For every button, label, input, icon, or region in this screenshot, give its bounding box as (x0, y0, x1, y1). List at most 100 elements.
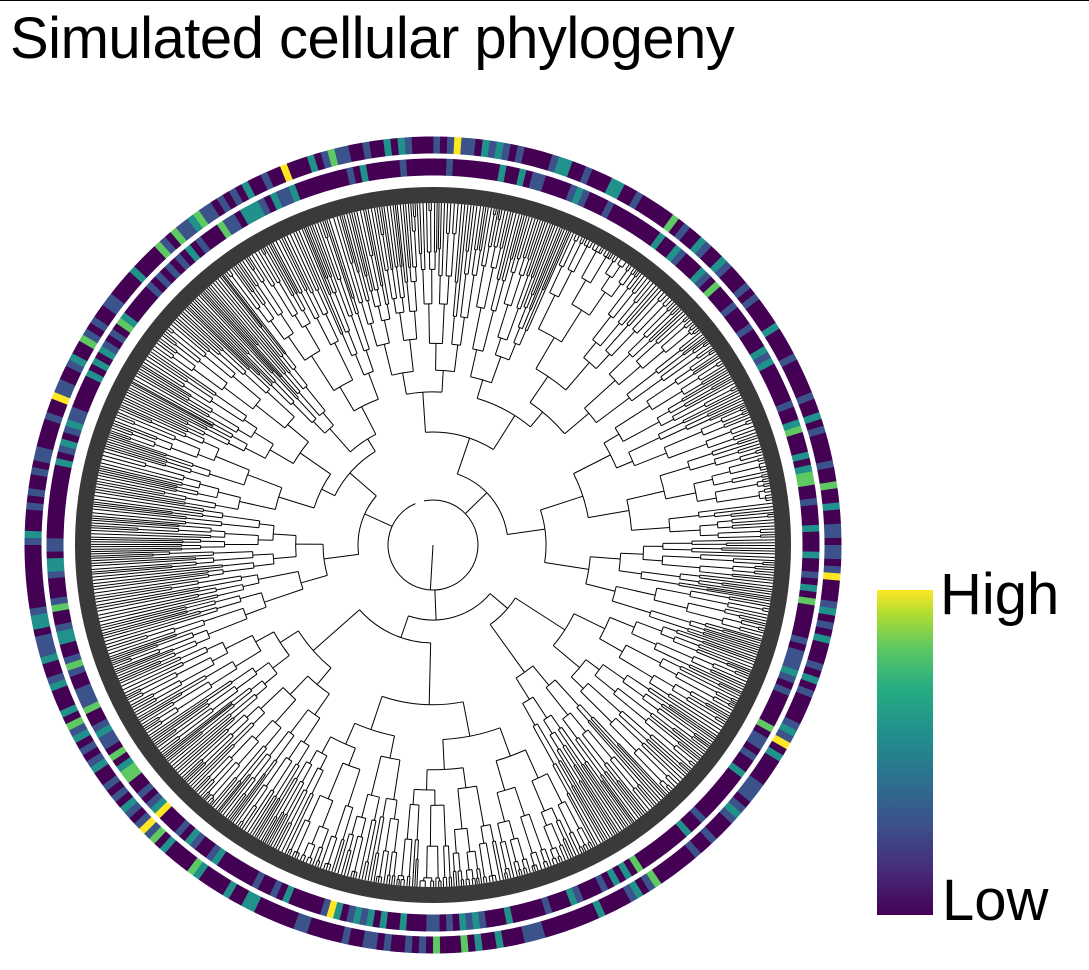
branch-line (696, 336, 705, 344)
branch-line (759, 624, 766, 627)
branch-line (174, 438, 201, 450)
branch-line (289, 372, 304, 390)
branch-line (478, 877, 480, 884)
branch-line (700, 554, 734, 557)
branch-line (93, 571, 193, 585)
branch-arc (229, 713, 232, 717)
ring-segment (75, 734, 94, 750)
branch-line (562, 839, 570, 853)
branch-line (319, 221, 323, 228)
branch-line (732, 390, 739, 394)
branch-line (160, 479, 182, 486)
branch-line (225, 634, 253, 650)
branch-line (670, 782, 676, 788)
ring-segment (534, 150, 546, 169)
branch-line (170, 447, 197, 458)
branch-line (612, 600, 651, 614)
branch-line (148, 631, 176, 642)
branch-line (664, 297, 670, 303)
branch-arc (637, 783, 640, 787)
branch-line (343, 214, 356, 256)
branch-arc (230, 434, 234, 438)
branch-line (668, 515, 699, 520)
branch-line (138, 478, 177, 489)
branch-line (756, 480, 763, 483)
ring-segment (186, 857, 203, 876)
ring-segment (44, 665, 63, 678)
branch-line (151, 566, 173, 570)
branch-line (731, 515, 768, 521)
branch-line (570, 851, 574, 858)
branch-line (724, 612, 740, 617)
branch-line (164, 492, 187, 498)
branch-line (481, 245, 486, 266)
branch-line (554, 679, 580, 707)
branch-line (494, 841, 503, 874)
branch-line (754, 570, 768, 573)
ring-segment (59, 640, 78, 652)
branch-line (573, 454, 611, 475)
branch-arc (614, 427, 624, 442)
ring-segment (189, 240, 206, 258)
branch-arc (153, 442, 156, 447)
branch-arc (203, 432, 206, 436)
branch-line (641, 744, 668, 770)
branch-arc (232, 661, 238, 669)
branch-arc (656, 417, 662, 426)
branch-line (292, 255, 312, 294)
branch-line (738, 549, 775, 552)
branch-line (455, 282, 461, 317)
branch-arc (518, 326, 523, 330)
branch-arc (737, 441, 739, 445)
branch-line (91, 548, 149, 550)
ring-segment (724, 307, 742, 323)
branch-line (644, 721, 676, 748)
branch-line (525, 858, 530, 868)
branch-line (141, 719, 149, 725)
branch-line (741, 619, 760, 626)
branch-arc (288, 371, 291, 374)
branch-line (689, 323, 695, 329)
ring-segment (392, 159, 402, 178)
branch-line (703, 743, 709, 749)
branch-line (351, 815, 358, 835)
branch-line (731, 513, 758, 517)
branch-arc (304, 350, 321, 361)
branch-line (377, 876, 380, 883)
ring-segment (583, 191, 597, 211)
ring-segment (818, 474, 837, 485)
ring-segment (88, 712, 107, 727)
branch-arc (556, 748, 561, 751)
ring-segment (822, 502, 840, 512)
branch-line (113, 664, 120, 668)
branch-arc (686, 696, 689, 701)
branch-line (268, 839, 273, 846)
branch-arc (197, 359, 201, 363)
ring-segment (644, 228, 661, 247)
branch-line (335, 840, 345, 867)
branch-line (350, 298, 357, 315)
branch-line (165, 331, 179, 342)
branch-line (703, 638, 757, 658)
branch-line (412, 858, 415, 887)
ring-segment (56, 697, 76, 712)
ring-segment (425, 136, 434, 154)
branch-arc (613, 687, 619, 695)
branch-line (91, 556, 135, 559)
branch-line (739, 404, 746, 408)
branch-line (507, 213, 520, 259)
branch-arc (204, 675, 207, 679)
branch-line (590, 718, 617, 747)
branch-arc (526, 274, 529, 277)
branch-line (179, 557, 196, 560)
branch-line (139, 700, 157, 711)
branch-line (248, 256, 257, 269)
branch-line (720, 409, 741, 420)
branch-line (504, 258, 512, 282)
branch-line (235, 650, 262, 667)
ring-segment (54, 691, 73, 705)
branch-line (176, 390, 190, 399)
branch-line (118, 408, 125, 412)
branch-arc (552, 763, 557, 766)
branch-line (503, 272, 514, 304)
